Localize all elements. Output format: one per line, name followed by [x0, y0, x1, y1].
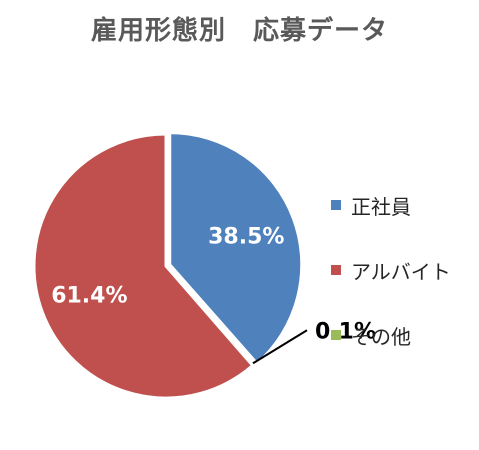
legend-swatch-0: [331, 200, 341, 210]
legend-swatch-1: [331, 265, 341, 275]
legend-item-2: その他: [331, 320, 411, 350]
data-label-1: 0.1%: [315, 319, 376, 344]
chart-title: 雇用形態別 応募データ: [90, 16, 388, 46]
legend-label-0: 正社員: [351, 194, 411, 219]
leader-line-1: [252, 329, 308, 365]
legend-item-1: アルバイト: [331, 255, 451, 285]
legend-item-0: 正社員: [331, 190, 411, 220]
data-label-2: 61.4%: [51, 284, 127, 309]
pie-slice-0: [168, 131, 304, 366]
legend-label-1: アルバイト: [351, 259, 451, 284]
legend-label-2: その他: [351, 324, 411, 349]
pie-slice-2: [32, 132, 255, 400]
data-label-0: 38.5%: [208, 225, 284, 250]
legend-swatch-2: [331, 330, 341, 340]
